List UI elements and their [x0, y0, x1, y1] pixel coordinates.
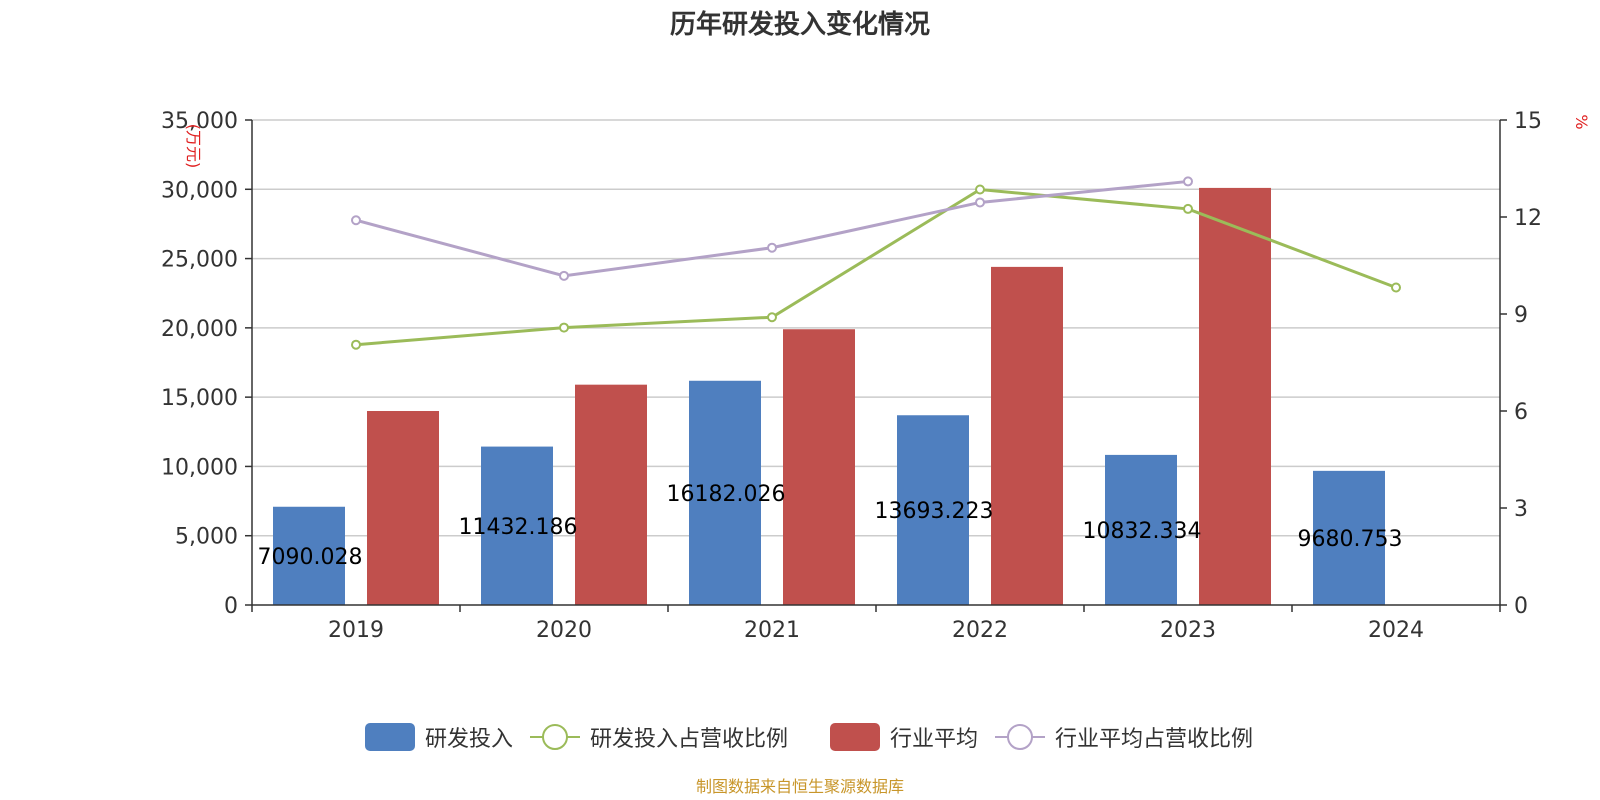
line-point — [975, 197, 985, 208]
bar-rd-investment — [273, 506, 345, 605]
y-right-tick-label: 3 — [1514, 497, 1528, 522]
bar-data-label: 7090.028 — [258, 545, 363, 570]
bar-data-label: 9680.753 — [1298, 527, 1403, 552]
y-left-unit: (万元) — [184, 124, 203, 169]
y-left-tick-label: 0 — [224, 594, 238, 619]
line-rd-ratio — [355, 187, 1397, 347]
y-left-tick-label: 5,000 — [175, 525, 238, 550]
bar-rd-investment — [481, 446, 553, 605]
bars — [273, 187, 1385, 605]
bar-data-label: 10832.334 — [1083, 519, 1202, 544]
bar-rd-investment — [1313, 470, 1385, 605]
line-industry-ratio — [355, 179, 1189, 278]
legend-label: 研发投入占营收比例 — [590, 727, 788, 752]
bar-data-label: 11432.186 — [459, 515, 578, 540]
line-point — [559, 270, 569, 281]
y-right-tick-label: 9 — [1514, 303, 1528, 328]
line-point — [1183, 203, 1193, 214]
legend: 研发投入 研发投入占营收比例 行业平均 行业平均占营收比例 — [365, 723, 1253, 752]
legend-swatch-marker — [1007, 724, 1033, 750]
line-point — [767, 242, 777, 253]
y-left-tick-label: 15,000 — [161, 386, 238, 411]
legend-swatch-marker — [542, 724, 568, 750]
legend-swatch-bar — [830, 723, 880, 751]
y-left-tick-label: 10,000 — [161, 455, 238, 480]
bar-industry-average — [991, 266, 1063, 605]
legend-label: 研发投入 — [425, 727, 513, 752]
x-tick-label: 2023 — [1160, 618, 1216, 643]
y-right-tick-label: 12 — [1514, 206, 1542, 231]
line-point — [559, 322, 569, 333]
y-left-tick-label: 35,000 — [161, 109, 238, 134]
source-note: 制图数据来自恒生聚源数据库 — [696, 777, 904, 796]
legend-swatch-bar — [365, 723, 415, 751]
y-right-unit: % — [1572, 114, 1591, 129]
y-left-tick-label: 25,000 — [161, 248, 238, 273]
axes: 0 5,000 10,000 15,000 20,000 25,000 30,000 35,0… — [161, 109, 1591, 643]
line-point — [351, 339, 361, 350]
grid-lines — [252, 119, 1500, 537]
bar-industry-average — [783, 329, 855, 605]
y-right-tick-label: 15 — [1514, 109, 1542, 134]
y-left-tick-label: 20,000 — [161, 317, 238, 342]
bar-industry-average — [575, 384, 647, 605]
bar-rd-investment — [689, 380, 761, 605]
y-right-tick-label: 0 — [1514, 594, 1528, 619]
x-tick-label: 2020 — [536, 618, 592, 643]
bar-industry-average — [367, 411, 439, 605]
line-point — [975, 184, 985, 195]
bar-data-label: 13693.223 — [875, 499, 994, 524]
x-tick-label: 2022 — [952, 618, 1008, 643]
line-point — [767, 312, 777, 323]
line-point — [351, 215, 361, 226]
bar-data-label: 16182.026 — [667, 482, 786, 507]
line-point — [1391, 282, 1401, 293]
lines — [351, 176, 1401, 350]
x-tick-label: 2019 — [328, 618, 384, 643]
bar-rd-investment — [897, 415, 969, 605]
x-tick-label: 2021 — [744, 618, 800, 643]
chart-title: 历年研发投入变化情况 — [670, 9, 930, 40]
data-labels: 7090.028 11432.186 16182.026 13693.223 10832… — [258, 482, 1403, 570]
y-right-tick-label: 6 — [1514, 400, 1528, 425]
bar-rd-investment — [1105, 454, 1177, 605]
legend-label: 行业平均占营收比例 — [1055, 727, 1253, 752]
y-left-tick-label: 30,000 — [161, 178, 238, 203]
legend-label: 行业平均 — [890, 727, 978, 752]
line-point — [1183, 176, 1193, 187]
bar-industry-average — [1199, 187, 1271, 605]
x-tick-label: 2024 — [1368, 618, 1424, 643]
